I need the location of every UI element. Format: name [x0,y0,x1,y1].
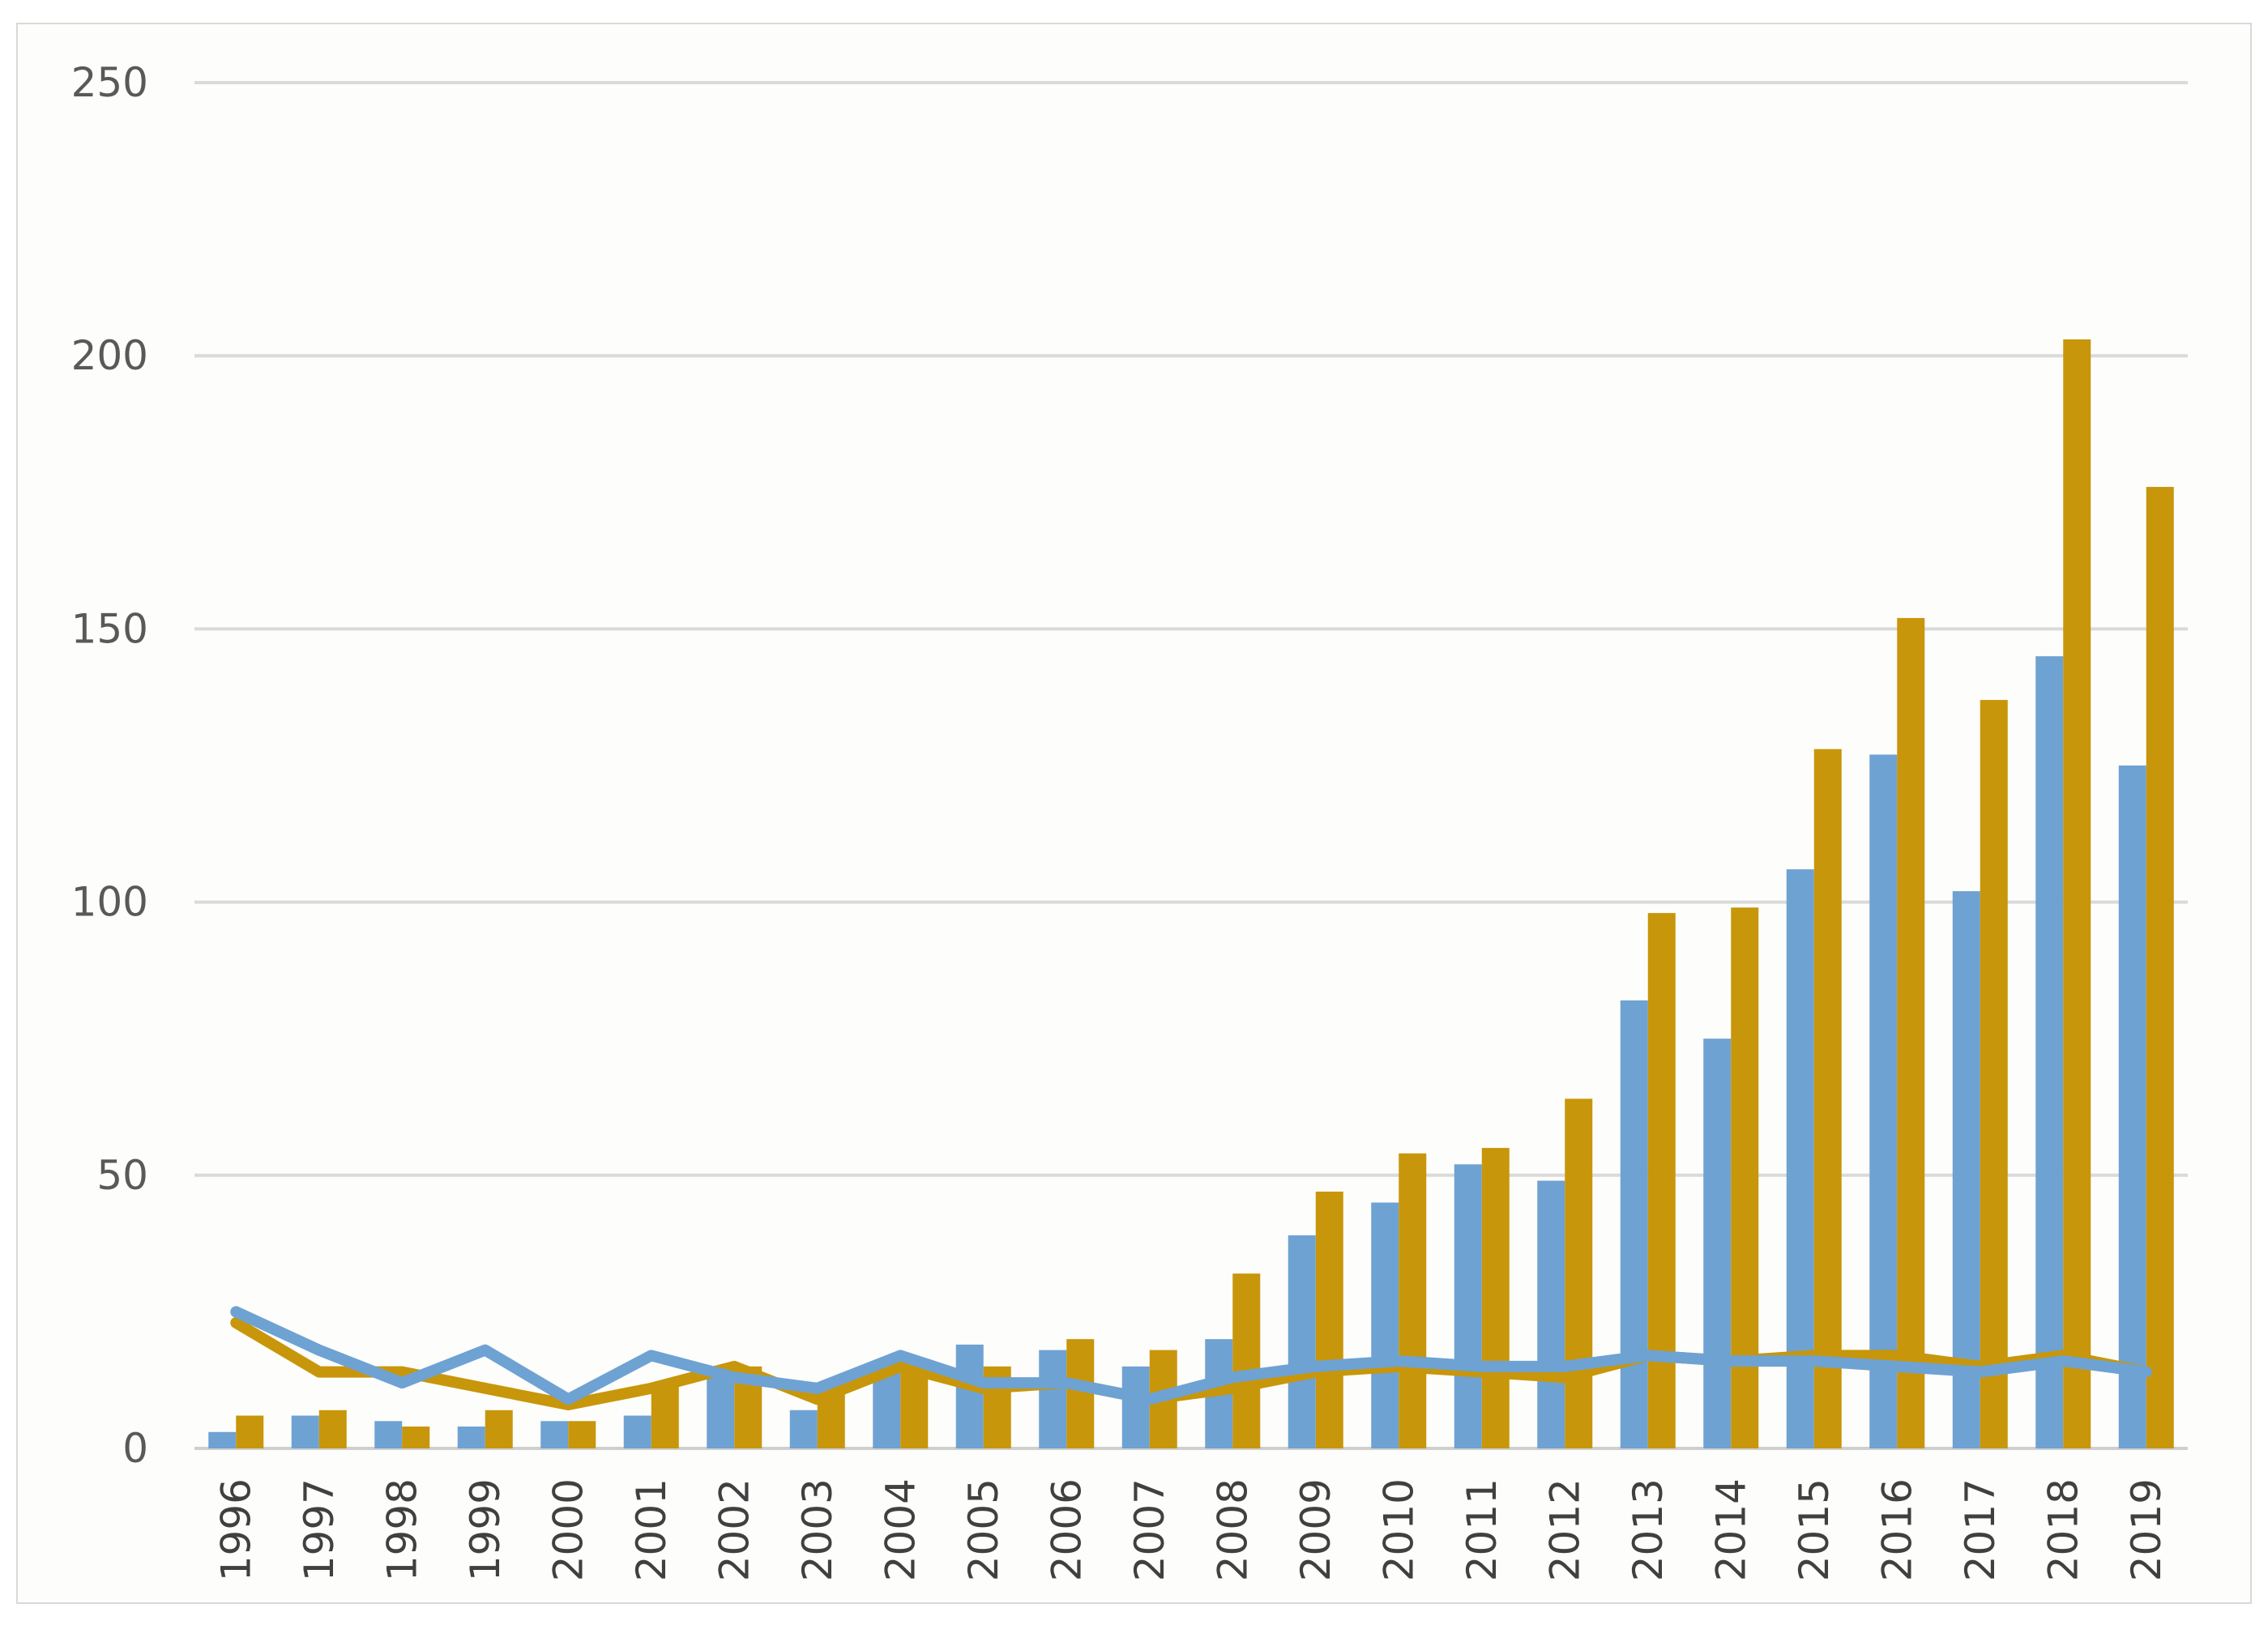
x-category-label: 2017 [1957,1478,2004,1581]
x-category-label: 2004 [877,1478,924,1581]
x-category-label: 2019 [2123,1478,2170,1581]
bar-series1-2003 [789,1410,818,1448]
x-axis-category-labels: 1996 1997 1998 1999 2000 2001 2002 2003 2004 2005… [212,1478,2170,1581]
bar-series1-2019 [2118,766,2146,1448]
bar-series1-1997 [291,1415,319,1448]
bar-series2-1999 [485,1410,513,1448]
bar-series1-2000 [540,1421,569,1448]
y-tick-label: 200 [71,332,148,379]
x-category-label: 1997 [296,1478,343,1581]
x-category-label: 2013 [1625,1478,1672,1581]
x-category-label: 2015 [1791,1478,1838,1581]
bar-series1-2001 [623,1415,651,1448]
x-category-label: 2018 [2039,1478,2086,1581]
bar-series2-2016 [1897,617,1925,1448]
x-category-label: 2008 [1209,1478,1256,1581]
bar-series2-2010 [1399,1153,1427,1448]
x-category-label: 1996 [212,1478,259,1581]
bar-series1-2016 [1869,754,1898,1448]
bars [208,339,2174,1448]
x-category-label: 2010 [1375,1478,1422,1581]
y-tick-label: 250 [71,59,148,106]
bar-series1-2002 [707,1377,735,1448]
bar-series2-2015 [1813,748,1842,1448]
bar-series1-2010 [1371,1202,1399,1448]
bar-series2-2013 [1647,913,1676,1448]
bar-series1-2017 [1952,891,1980,1448]
y-tick-label: 50 [96,1152,148,1199]
y-axis-tick-labels: 0 50 100 150 200 250 [71,59,148,1472]
bar-series1-2014 [1703,1039,1732,1448]
gridlines [194,81,2188,1450]
x-category-label: 2006 [1043,1478,1090,1581]
bar-series2-2006 [1066,1339,1095,1448]
bar-series1-2005 [955,1344,984,1448]
line-series-blue [230,1306,2152,1405]
bar-series1-2007 [1121,1366,1150,1448]
bar-series2-2019 [2146,487,2174,1448]
bar-series1-1998 [374,1421,403,1448]
x-category-label: 2000 [545,1478,592,1581]
x-category-label: 2005 [960,1478,1007,1581]
bar-series2-2001 [651,1383,679,1448]
bar-series1-2013 [1620,1000,1648,1448]
bar-series2-1996 [236,1415,264,1448]
bar-series1-1996 [208,1431,237,1448]
bar-series2-2014 [1731,907,1759,1448]
bar-series2-2011 [1481,1148,1510,1448]
x-category-label: 2016 [1873,1478,1920,1581]
x-category-label: 1998 [378,1478,425,1581]
bar-series2-2018 [2063,339,2091,1448]
bar-series1-2006 [1039,1350,1067,1448]
bar-series1-1999 [457,1427,485,1448]
x-category-label: 2009 [1292,1478,1339,1581]
x-category-label: 2002 [711,1478,758,1581]
lines [230,1306,2152,1411]
y-tick-label: 0 [122,1425,148,1472]
bar-series2-2012 [1565,1098,1593,1448]
bar-series2-2000 [568,1421,596,1448]
bar-series2-2004 [900,1371,929,1448]
bar-series2-2008 [1232,1273,1261,1448]
bar-series2-2009 [1315,1192,1343,1448]
bar-series2-1997 [318,1410,347,1448]
y-tick-label: 150 [71,605,148,652]
bar-series1-2012 [1537,1180,1565,1448]
bar-series1-2018 [2035,656,2064,1448]
x-category-label: 1999 [462,1478,509,1581]
x-category-label: 2001 [628,1478,675,1581]
bar-series1-2011 [1454,1164,1482,1448]
bar-series1-2009 [1288,1235,1316,1448]
x-category-label: 2011 [1459,1478,1506,1581]
x-category-label: 2014 [1707,1478,1754,1581]
x-category-label: 2007 [1126,1478,1173,1581]
x-category-label: 2003 [794,1478,841,1581]
bar-series2-1998 [402,1427,430,1448]
y-tick-label: 100 [71,879,148,926]
bar-series2-2017 [1980,700,2008,1448]
x-category-label: 2012 [1541,1478,1588,1581]
